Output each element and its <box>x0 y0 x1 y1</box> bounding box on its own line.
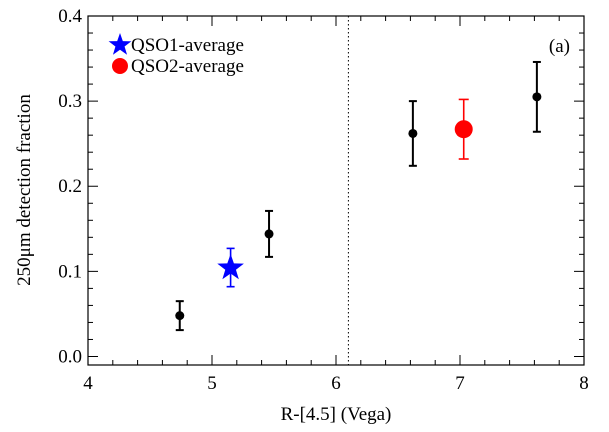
y-axis-title: 250μm detection fraction <box>14 94 35 286</box>
qso2-average-point <box>454 120 473 139</box>
axis-ticks: 4 5 6 7 8 0.0 0.1 0.2 0.3 0.4 <box>58 6 589 394</box>
y-tick-label: 0.3 <box>58 91 82 112</box>
qso1-average-point <box>217 253 244 280</box>
x-tick-label: 8 <box>579 373 589 394</box>
data-point <box>408 128 418 138</box>
qso1-average-legend-marker <box>108 33 132 55</box>
x-tick-label: 6 <box>331 373 341 394</box>
y-tick-label: 0.4 <box>58 6 82 27</box>
x-tick-label: 7 <box>455 373 465 394</box>
x-tick-label: 4 <box>83 373 93 394</box>
qso2-average-legend-label: QSO2-average <box>131 56 244 77</box>
y-tick-label: 0.0 <box>58 346 82 367</box>
y-tick-label: 0.2 <box>58 176 82 197</box>
data-point <box>175 311 185 321</box>
x-tick-label: 5 <box>207 373 217 394</box>
panel-label: (a) <box>549 36 570 57</box>
qso1-average-legend-label: QSO1-average <box>131 35 244 56</box>
data-point <box>532 92 542 102</box>
x-axis-title: R-[4.5] (Vega) <box>281 404 392 425</box>
qso2-average-legend-marker <box>112 58 128 74</box>
data-point <box>264 229 274 239</box>
y-tick-label: 0.1 <box>58 261 82 282</box>
data-marks <box>175 60 542 332</box>
